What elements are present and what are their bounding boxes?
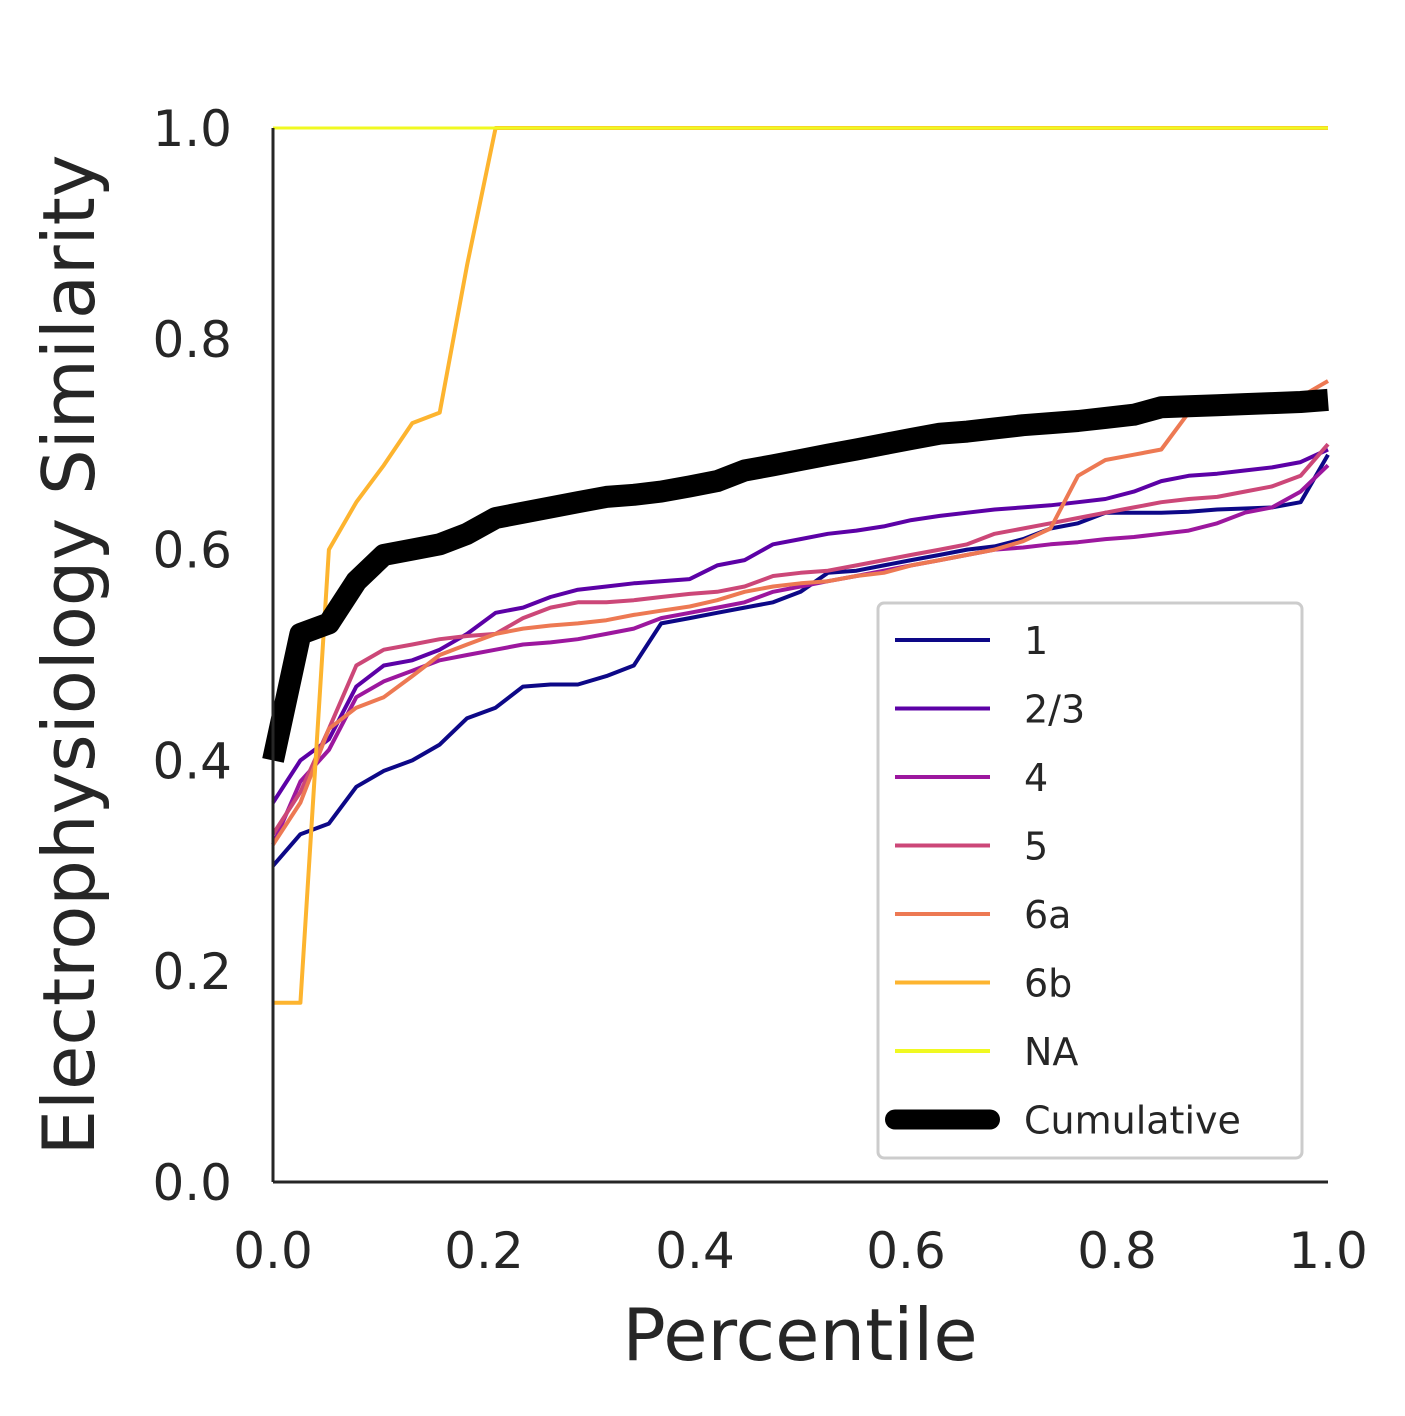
legend-label-4: 6a (1024, 893, 1071, 937)
legend-entry-0: 1 (895, 619, 1048, 663)
x-tick-label-3: 0.6 (866, 1222, 946, 1280)
y-tick-label-1: 0.2 (152, 943, 232, 1001)
legend-label-7: Cumulative (1024, 1099, 1241, 1143)
legend-entry-7: Cumulative (885, 1099, 1241, 1143)
legend-label-2: 4 (1024, 756, 1048, 800)
x-tick-label-5: 1.0 (1288, 1222, 1368, 1280)
legend-entry-1: 2/3 (895, 688, 1085, 732)
legend-label-0: 1 (1024, 619, 1048, 663)
x-tick-label-0: 0.0 (233, 1222, 313, 1280)
legend: 1 2/3 4 5 6a 6b NA Cumulative (876, 601, 1304, 1160)
legend-entry-2: 4 (895, 756, 1048, 800)
legend-items: 1 2/3 4 5 6a 6b NA Cumulative (885, 619, 1241, 1143)
series-layer (262, 126, 1330, 1005)
y-tick-label-3: 0.6 (152, 522, 232, 580)
legend-entry-5: 6b (895, 962, 1072, 1006)
series-line-7 (262, 388, 1329, 763)
x-axis-title: Percentile (622, 1293, 977, 1377)
legend-label-5: 6b (1024, 962, 1072, 1006)
x-tick-label-1: 0.2 (444, 1222, 524, 1280)
x-tick-label-4: 0.8 (1077, 1222, 1157, 1280)
series-line-0 (271, 453, 1330, 868)
legend-entry-4: 6a (895, 893, 1071, 937)
x-tick-labels: 0.0 0.2 0.4 0.6 0.8 1.0 (233, 1222, 1368, 1280)
legend-label-1: 2/3 (1024, 688, 1085, 732)
series-line-4 (271, 379, 1329, 846)
y-tick-label-5: 1.0 (152, 100, 232, 158)
legend-frame (876, 601, 1304, 1160)
x-tick-label-2: 0.4 (655, 1222, 735, 1280)
series-line-2 (271, 463, 1330, 846)
series-line-1 (271, 447, 1329, 804)
y-tick-label-4: 0.8 (152, 311, 232, 369)
y-tick-label-0: 0.0 (152, 1154, 232, 1212)
series-line-3 (271, 442, 1330, 836)
legend-entry-3: 5 (895, 825, 1048, 869)
legend-entry-6: NA (895, 1030, 1078, 1074)
y-tick-label-2: 0.4 (152, 732, 232, 790)
series-line-5 (273, 126, 1328, 1005)
legend-label-3: 5 (1024, 825, 1048, 869)
y-tick-labels: 0.0 0.2 0.4 0.6 0.8 1.0 (152, 100, 232, 1212)
legend-label-6: NA (1024, 1030, 1078, 1074)
y-axis-title: Electrophysiology Similarity (27, 155, 111, 1156)
